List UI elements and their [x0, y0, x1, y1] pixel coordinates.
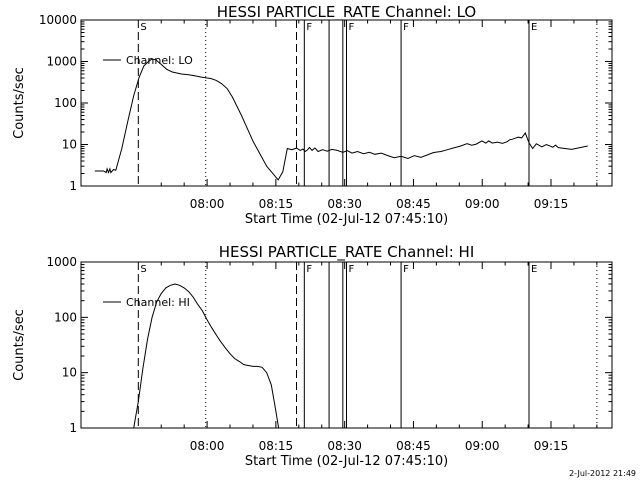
lo-panel: HESSI PARTICLE_RATE Channel: LO 1 10 100 100… — [12, 3, 613, 227]
hi-xtick-label: 09:15 — [534, 439, 569, 453]
hi-flag-label: S — [140, 264, 146, 275]
hi-flag-label: F — [349, 264, 355, 275]
lo-xtick-label: 09:00 — [465, 197, 500, 211]
lo-xtick-label: 09:15 — [534, 197, 569, 211]
hi-ytick-label: 1 — [69, 421, 77, 435]
lo-flag-label: F — [349, 22, 355, 33]
lo-flag-label: S — [140, 22, 146, 33]
hi-xtick-label: 08:15 — [259, 439, 294, 453]
hi-ytick-label: 100 — [54, 310, 77, 324]
lo-x-axis-label: Start Time (02-Jul-12 07:45:10) — [245, 212, 448, 227]
hi-chart-title: HESSI PARTICLE_RATE Channel: HI — [219, 243, 475, 262]
hi-y-axis-label: Counts/sec — [12, 309, 27, 381]
hi-x-axis-label: Start Time (02-Jul-12 07:45:10) — [245, 454, 448, 469]
hi-flag-label: F — [403, 264, 409, 275]
lo-chart-title: HESSI PARTICLE_RATE Channel: LO — [217, 3, 476, 22]
hi-ytick-label: 10 — [62, 366, 77, 380]
hi-xtick-label: 08:30 — [327, 439, 362, 453]
lo-ytick-label: 1000 — [46, 55, 77, 69]
hi-panel: HESSI PARTICLE_RATE Channel: HI 1 10 100 100… — [12, 243, 613, 469]
lo-ytick-label: 100 — [54, 96, 77, 110]
lo-ytick-label: 10000 — [39, 13, 77, 27]
lo-flag-label: F — [403, 22, 409, 33]
lo-ytick-label: 1 — [69, 179, 77, 193]
plot-timestamp: 2-Jul-2012 21:49 — [569, 469, 636, 478]
lo-ytick-label: 10 — [62, 138, 77, 152]
lo-flag-label: E — [531, 22, 537, 33]
hi-xtick-label: 08:00 — [190, 439, 225, 453]
lo-xtick-label: 08:15 — [259, 197, 294, 211]
hi-flag-label: E — [531, 264, 537, 275]
hi-legend-label: Channel: HI — [126, 296, 190, 309]
lo-series-line — [94, 58, 588, 181]
lo-xtick-label: 08:45 — [396, 197, 431, 211]
hi-xtick-label: 08:45 — [396, 439, 431, 453]
lo-flag-label: F — [306, 22, 312, 33]
lo-legend-label: Channel: LO — [126, 54, 193, 67]
lo-y-axis-label: Counts/sec — [12, 67, 27, 139]
hi-ytick-label: 1000 — [46, 255, 77, 269]
hi-series-line — [133, 283, 280, 429]
lo-xtick-label: 08:00 — [190, 197, 225, 211]
hi-xtick-label: 09:00 — [465, 439, 500, 453]
lo-xtick-label: 08:30 — [327, 197, 362, 211]
hi-flag-label: F — [306, 264, 312, 275]
